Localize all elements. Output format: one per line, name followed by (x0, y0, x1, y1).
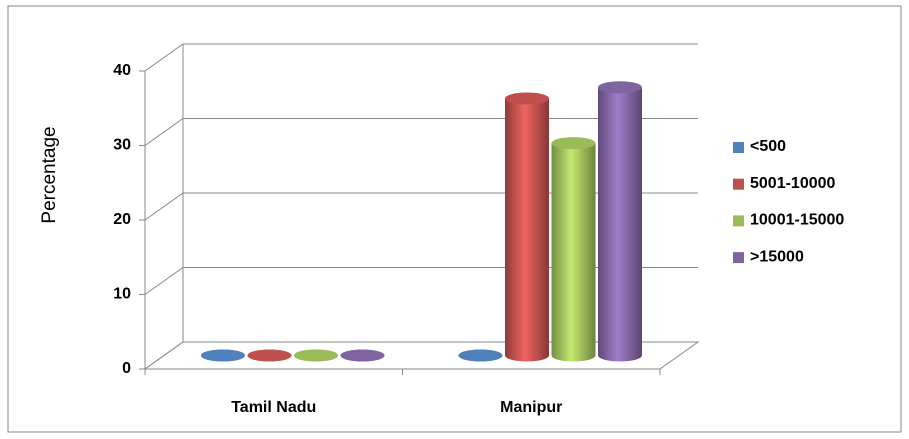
legend-swatch (733, 178, 744, 190)
bar (598, 81, 642, 362)
bar-top (340, 349, 385, 362)
bar-body (505, 98, 549, 356)
bar-top (551, 137, 596, 150)
y-tick-label: 30 (113, 137, 131, 154)
bar-top (201, 349, 245, 362)
y-axis-label: Percentage (39, 126, 60, 223)
legend-swatch (733, 252, 744, 264)
x-tick-label: Tamil Nadu (231, 399, 316, 416)
bar-top (598, 81, 642, 94)
bar (340, 349, 385, 362)
bar (247, 349, 292, 362)
bar (201, 349, 245, 362)
bar (294, 349, 338, 362)
bar-body (551, 143, 596, 356)
grid-line (144, 43, 698, 72)
legend-swatch (733, 215, 744, 227)
legend-label: >15000 (750, 248, 804, 265)
y-tick-label: 10 (113, 286, 131, 303)
x-tick-label: Manipur (500, 399, 562, 416)
bar-top (294, 349, 338, 362)
bar-top (505, 92, 549, 105)
legend-label: 10001-15000 (750, 212, 844, 229)
bar (505, 92, 549, 362)
legend-label: <500 (750, 138, 786, 155)
bar (551, 137, 596, 362)
legend-label: 5001-10000 (750, 175, 836, 192)
bar-top (458, 349, 503, 362)
bar-body (598, 87, 642, 356)
y-tick-label: 40 (113, 62, 131, 79)
y-tick-label: 0 (122, 360, 131, 377)
bar (458, 349, 503, 362)
bar-top (247, 349, 292, 362)
y-tick-label: 20 (113, 211, 131, 228)
legend-swatch (733, 142, 744, 153)
